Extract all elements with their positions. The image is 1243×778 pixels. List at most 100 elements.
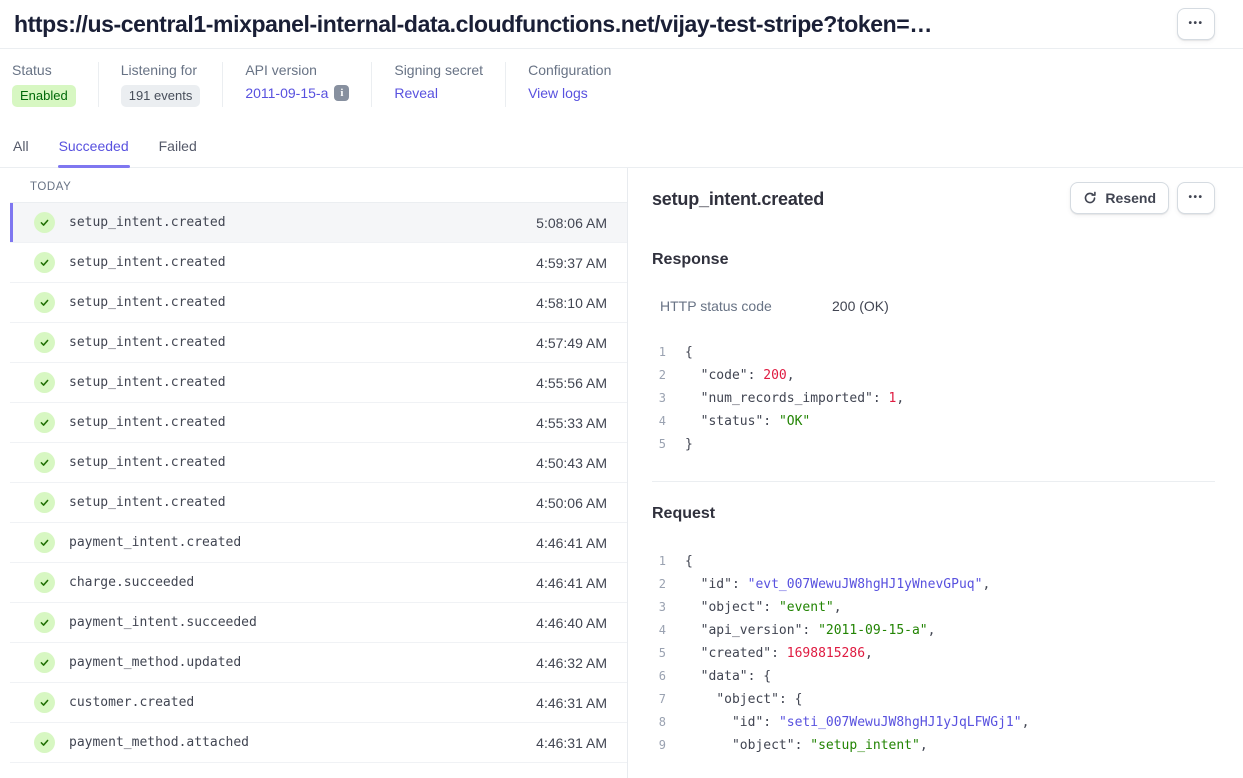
- code-line: 1{: [658, 554, 693, 569]
- event-name: setup_intent.created: [69, 255, 226, 270]
- event-row[interactable]: setup_intent.created 4:57:49 AM: [10, 323, 627, 363]
- section-divider: [652, 481, 1215, 482]
- check-icon: [34, 292, 55, 313]
- event-time: 4:46:31 AM: [536, 694, 607, 711]
- code-line: 2 "id": "evt_007WewuJW8hgHJ1yWnevGPuq",: [658, 577, 991, 592]
- event-time: 5:08:06 AM: [536, 214, 607, 231]
- event-name: setup_intent.created: [69, 495, 226, 510]
- check-icon: [34, 252, 55, 273]
- event-row[interactable]: setup_intent.created 4:55:33 AM: [10, 403, 627, 443]
- event-row[interactable]: setup_intent.created 4:55:56 AM: [10, 363, 627, 403]
- event-name: payment_method.attached: [69, 735, 250, 750]
- event-name: setup_intent.created: [69, 215, 226, 230]
- check-icon: [34, 212, 55, 233]
- event-detail-panel: setup_intent.created Resend ••• Response: [628, 168, 1243, 778]
- event-row[interactable]: setup_intent.created 4:50:06 AM: [10, 483, 627, 523]
- code-line: 4 "status": "OK": [658, 414, 811, 429]
- code-line: 1{: [658, 345, 693, 360]
- request-heading: Request: [652, 505, 716, 522]
- code-line: 6 "data": {: [658, 669, 772, 684]
- code-line: 4 "api_version": "2011-09-15-a",: [658, 623, 936, 638]
- event-name: charge.succeeded: [69, 575, 195, 590]
- selected-indicator: [10, 203, 13, 242]
- event-time: 4:55:33 AM: [536, 414, 607, 431]
- event-time: 4:46:32 AM: [536, 654, 607, 671]
- stat-listening: Listening for 191 events: [97, 62, 223, 107]
- event-detail-title: setup_intent.created: [652, 189, 825, 209]
- http-status-row: HTTP status code 200 (OK): [652, 298, 1215, 314]
- tab-succeeded[interactable]: Succeeded: [57, 132, 130, 168]
- stat-configuration-label: Configuration: [528, 62, 612, 78]
- event-row[interactable]: payment_intent.created 4:46:41 AM: [10, 523, 627, 563]
- event-time: 4:59:37 AM: [536, 254, 607, 271]
- tabs: All Succeeded Failed: [0, 132, 1243, 168]
- refresh-icon: [1083, 191, 1097, 205]
- stat-configuration: Configuration View logs: [505, 62, 633, 107]
- event-time: 4:46:41 AM: [536, 574, 607, 591]
- event-time: 4:46:40 AM: [536, 614, 607, 631]
- stat-status-label: Status: [12, 62, 52, 78]
- status-badge: Enabled: [12, 85, 76, 107]
- code-line: 9 "object": "setup_intent",: [658, 738, 928, 753]
- check-icon: [34, 732, 55, 753]
- code-line: 7 "object": {: [658, 692, 803, 707]
- view-logs-link[interactable]: View logs: [528, 85, 588, 101]
- event-row[interactable]: charge.succeeded 4:46:41 AM: [10, 563, 627, 603]
- event-row[interactable]: setup_intent.created 4:50:43 AM: [10, 443, 627, 483]
- event-row[interactable]: customer.created 4:46:31 AM: [10, 683, 627, 723]
- event-time: 4:50:43 AM: [536, 454, 607, 471]
- event-list: setup_intent.created 5:08:06 AM setup_inte…: [10, 203, 627, 763]
- check-icon: [34, 372, 55, 393]
- code-line: 2 "code": 200,: [658, 368, 795, 383]
- check-icon: [34, 412, 55, 433]
- event-time: 4:50:06 AM: [536, 494, 607, 511]
- code-line: 3 "object": "event",: [658, 600, 842, 615]
- page-header: https://us-central1-mixpanel-internal-da…: [0, 0, 1243, 49]
- tab-all[interactable]: All: [13, 138, 29, 154]
- ellipsis-icon: •••: [1188, 18, 1204, 29]
- event-group-header: TODAY: [10, 168, 627, 203]
- detail-more-button[interactable]: •••: [1177, 182, 1215, 214]
- resend-button[interactable]: Resend: [1070, 182, 1169, 214]
- check-icon: [34, 692, 55, 713]
- stat-signing-secret: Signing secret Reveal: [371, 62, 505, 107]
- page-title: https://us-central1-mixpanel-internal-da…: [14, 10, 932, 37]
- event-name: setup_intent.created: [69, 455, 226, 470]
- event-time: 4:58:10 AM: [536, 294, 607, 311]
- stat-listening-label: Listening for: [120, 62, 197, 78]
- response-code: 1{ 2 "code": 200, 3 "num_records_imported"…: [652, 341, 1215, 456]
- api-version-link[interactable]: 2011-09-15-a: [245, 85, 329, 101]
- event-row[interactable]: payment_method.updated 4:46:32 AM: [10, 643, 627, 683]
- event-row[interactable]: payment_method.attached 4:46:31 AM: [10, 723, 627, 763]
- info-icon[interactable]: i: [334, 85, 350, 101]
- reveal-link[interactable]: Reveal: [394, 85, 438, 101]
- code-line: 3 "num_records_imported": 1,: [658, 391, 905, 406]
- check-icon: [34, 332, 55, 353]
- resend-button-label: Resend: [1105, 190, 1156, 206]
- event-name: setup_intent.created: [69, 375, 226, 390]
- stats-bar: Status Enabled Listening for 191 events …: [0, 49, 1243, 107]
- ellipsis-icon: •••: [1188, 192, 1204, 203]
- response-heading: Response: [652, 251, 729, 268]
- event-row[interactable]: setup_intent.created 4:59:37 AM: [10, 243, 627, 283]
- event-time: 4:46:31 AM: [536, 734, 607, 751]
- tab-failed[interactable]: Failed: [158, 138, 197, 154]
- check-icon: [34, 572, 55, 593]
- event-row[interactable]: setup_intent.created 5:08:06 AM: [10, 203, 627, 243]
- http-status-value: 200 (OK): [832, 298, 889, 314]
- check-icon: [34, 492, 55, 513]
- event-list-panel: TODAY setup_intent.created 5:08:06 AM setu…: [0, 168, 628, 778]
- stat-api-version-label: API version: [245, 62, 317, 78]
- stat-signing-secret-label: Signing secret: [394, 62, 484, 78]
- header-more-button[interactable]: •••: [1177, 8, 1215, 40]
- event-name: setup_intent.created: [69, 415, 226, 430]
- event-name: payment_intent.succeeded: [69, 615, 257, 630]
- event-name: payment_intent.created: [69, 535, 242, 550]
- check-icon: [34, 452, 55, 473]
- event-row[interactable]: payment_intent.succeeded 4:46:40 AM: [10, 603, 627, 643]
- event-time: 4:55:56 AM: [536, 374, 607, 391]
- event-name: payment_method.updated: [69, 655, 242, 670]
- http-status-label: HTTP status code: [660, 298, 772, 314]
- event-row[interactable]: setup_intent.created 4:58:10 AM: [10, 283, 627, 323]
- check-icon: [34, 652, 55, 673]
